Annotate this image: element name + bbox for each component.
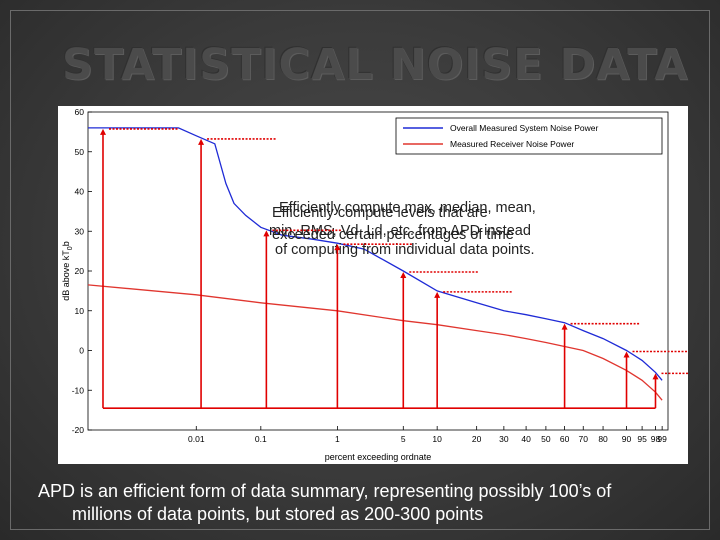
annotation-arrow-head [334,244,341,251]
x-tick-label: 40 [521,434,531,444]
x-tick-label: 20 [472,434,482,444]
y-tick-label: -10 [72,385,85,395]
x-tick-label: 1 [335,434,340,444]
y-tick-label: 30 [75,226,85,236]
x-tick-label: 99 [657,434,667,444]
annotation-arrow-head [263,230,270,237]
overlay-text-a1: Efficiently compute max, median, mean, [279,200,536,216]
y-tick-label: 0 [79,346,84,356]
y-axis-label: dB above kT0b [61,241,74,300]
annotation-arrow-head [652,373,659,380]
y-axis: 60 50 40 30 20 10 0 -10 -20 [72,107,92,435]
series-layer [87,127,663,401]
x-tick-label: 10 [432,434,442,444]
x-tick-label: 30 [499,434,509,444]
annotation-arrow-head [561,323,568,330]
overlay-text-b2: exceeded certain percentages of time [272,227,514,243]
legend: Overall Measured System Noise Power Meas… [395,117,663,155]
x-tick-label: 5 [401,434,406,444]
annotation-arrow-head [434,291,441,298]
y-axis-label-tail: b [61,241,71,246]
overlay-text-b1: Efficiently compute levels that are [272,205,488,221]
annotation-arrows [99,128,720,409]
series-line-system [88,127,663,381]
slide-frame [10,10,710,530]
y-tick-label: -20 [72,425,85,435]
caption-line-1: APD is an efficient form of data summary… [38,481,612,501]
x-tick-label: 50 [541,434,551,444]
x-tick-label: 80 [598,434,608,444]
series-line-receiver [87,284,663,401]
plot-area [87,111,669,431]
y-tick-label: 10 [75,306,85,316]
chart-panel: 60 50 40 30 20 10 0 -10 -20 0.01 0.1 1 5 10 20 30 40 50 6… [58,106,720,464]
annotation-arrow-head [99,128,106,135]
legend-label-receiver: Measured Receiver Noise Power [450,139,574,149]
legend-label-system: Overall Measured System Noise Power [450,123,599,133]
slide-title: STATISTICAL NOISE DATA [62,40,689,90]
x-tick-label: 70 [579,434,589,444]
annotation-overlay: Efficiently compute max, median, mean, E… [269,200,536,258]
y-tick-label: 60 [75,107,85,117]
y-tick-label: 40 [75,187,85,197]
x-tick-label: 98 [651,434,661,444]
y-tick-label: 20 [75,266,85,276]
overlay-text-a2: min, RMS, Vd, Ld, etc. from APD instead [269,223,531,239]
legend-box [395,117,663,155]
y-axis-label-sub: 0 [67,246,74,250]
caption-line-2: millions of data points, but stored as 2… [72,504,484,524]
x-tick-label: 60 [560,434,570,444]
y-tick-label: 50 [75,147,85,157]
annotation-arrow-head [400,272,407,278]
x-tick-label: 95 [637,434,647,444]
overlay-text-a3: of computing from individual data points… [275,242,535,258]
x-tick-label: 90 [622,434,632,444]
annotation-arrow-head [623,351,630,358]
caption: APD is an efficient form of data summary… [38,480,698,526]
annotation-arrow-head [198,138,205,145]
x-axis-label: percent exceeding ordnate [325,452,432,462]
x-tick-label: 0.01 [188,434,205,444]
x-tick-label: 0.1 [255,434,267,444]
y-axis-label-main: dB above kT [61,250,71,301]
